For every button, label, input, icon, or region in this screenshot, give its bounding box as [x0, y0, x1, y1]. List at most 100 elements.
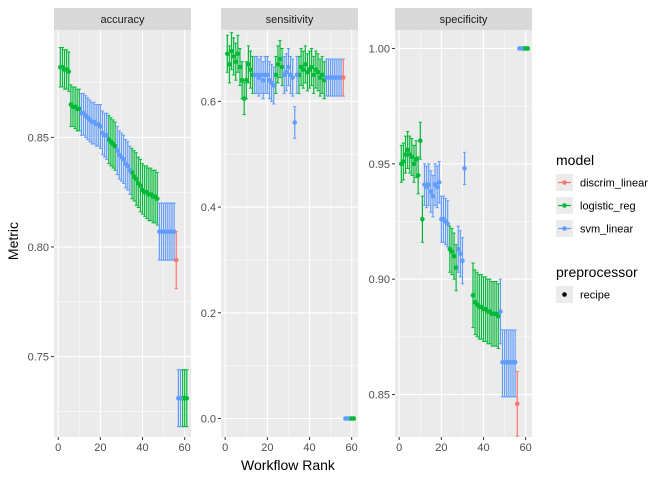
legend-key-point [562, 203, 567, 208]
point-svm_linear [436, 179, 442, 185]
legend-label: recipe [580, 290, 610, 302]
point-svm_linear [125, 163, 131, 169]
point-discrim_linear [340, 75, 346, 80]
point-svm_linear [512, 359, 518, 365]
legend: model discrim_linear logistic_reg svm_linea… [556, 152, 648, 303]
point-logistic_reg [300, 67, 306, 72]
y-tick-label: 0.80 [28, 242, 49, 254]
legend-key-point [562, 292, 567, 297]
point-svm_linear [286, 64, 291, 70]
point-svm_linear [426, 182, 432, 187]
strip-label: accuracy [100, 14, 145, 26]
point-logistic_reg [154, 196, 160, 202]
x-tick-label: 60 [179, 442, 191, 454]
point-logistic_reg [470, 293, 476, 298]
point-svm_linear [428, 189, 434, 194]
x-tick-label: 0 [222, 442, 228, 454]
point-logistic_reg [275, 62, 281, 67]
point-logistic_reg [235, 51, 241, 57]
point-logistic_reg [76, 106, 82, 112]
point-logistic_reg [409, 154, 415, 160]
point-svm_linear [430, 193, 436, 199]
x-tick-label: 0 [396, 442, 402, 454]
point-svm_linear [290, 75, 295, 80]
point-svm_linear [519, 46, 524, 51]
point-logistic_reg [229, 48, 234, 54]
legend-key-point [562, 180, 567, 185]
point-discrim_linear [514, 401, 520, 407]
point-svm_linear [178, 395, 183, 401]
point-svm_linear [284, 69, 289, 75]
point-logistic_reg [420, 216, 425, 222]
point-svm_linear [127, 167, 133, 173]
point-svm_linear [171, 229, 177, 234]
point-logistic_reg [133, 176, 139, 182]
legend-entry: logistic_reg [556, 197, 636, 214]
x-tick-label: 20 [94, 442, 106, 454]
point-logistic_reg [449, 249, 455, 254]
legend-label: discrim_linear [580, 178, 648, 190]
legend-label: logistic_reg [580, 201, 636, 213]
point-logistic_reg [319, 72, 325, 78]
panel-specificity: specificity 0 20 40 60 0.85 0.90 0.95 1.00 [369, 8, 532, 454]
y-tick-label: 0.4 [201, 202, 216, 214]
point-svm_linear [104, 132, 109, 138]
point-svm_linear [498, 309, 503, 314]
y-axis-title: Metric [5, 222, 21, 260]
point-svm_linear [455, 246, 461, 252]
x-tick-label: 60 [520, 442, 532, 454]
y-tick-label: 0.90 [369, 274, 390, 286]
x-tick-label: 40 [477, 442, 489, 454]
point-logistic_reg [309, 64, 314, 70]
point-logistic_reg [184, 395, 190, 401]
y-tick-label: 0.2 [201, 308, 216, 320]
legend-entry: svm_linear [556, 220, 634, 237]
point-discrim_linear [173, 257, 179, 263]
point-logistic_reg [315, 69, 321, 75]
y-tick-label: 0.85 [369, 390, 390, 402]
point-logistic_reg [225, 51, 230, 57]
x-tick-label: 0 [55, 442, 61, 454]
legend-label: svm_linear [580, 224, 634, 236]
point-logistic_reg [227, 62, 232, 67]
point-svm_linear [292, 120, 298, 125]
point-logistic_reg [248, 67, 253, 72]
strip-label: specificity [440, 14, 488, 26]
strip-background [54, 8, 191, 30]
point-svm_linear [445, 221, 450, 227]
point-logistic_reg [138, 183, 143, 188]
x-tick-label: 20 [261, 442, 273, 454]
point-logistic_reg [495, 313, 501, 319]
point-logistic_reg [66, 69, 72, 74]
point-logistic_reg [453, 265, 459, 270]
point-logistic_reg [417, 138, 423, 144]
strip-background [395, 8, 532, 30]
point-svm_linear [258, 72, 264, 78]
point-logistic_reg [246, 62, 251, 67]
y-tick-label: 0.85 [28, 132, 49, 144]
point-logistic_reg [525, 46, 531, 51]
point-logistic_reg [401, 159, 406, 164]
legend-preprocessor: preprocessor recipe [556, 264, 638, 303]
point-svm_linear [265, 72, 270, 78]
point-svm_linear [460, 258, 465, 264]
x-tick-label: 20 [435, 442, 447, 454]
point-logistic_reg [403, 152, 408, 157]
point-logistic_reg [237, 64, 243, 70]
point-svm_linear [294, 72, 300, 78]
point-logistic_reg [411, 161, 417, 167]
point-logistic_reg [415, 173, 421, 178]
point-svm_linear [121, 157, 126, 162]
point-logistic_reg [451, 253, 457, 259]
y-tick-label: 1.00 [369, 43, 390, 55]
x-tick-label: 40 [303, 442, 315, 454]
y-tick-label: 0.0 [201, 414, 216, 426]
legend-entry: recipe [556, 286, 610, 303]
point-logistic_reg [303, 62, 308, 67]
facet-panels: accuracy 0 20 40 60 0.75 0.80 0.85 sensitivity 0 2… [28, 8, 532, 454]
x-axis-title: Workflow Rank [241, 457, 336, 473]
point-logistic_reg [279, 64, 285, 70]
point-logistic_reg [311, 72, 317, 78]
point-svm_linear [458, 251, 463, 257]
point-svm_linear [98, 124, 103, 129]
